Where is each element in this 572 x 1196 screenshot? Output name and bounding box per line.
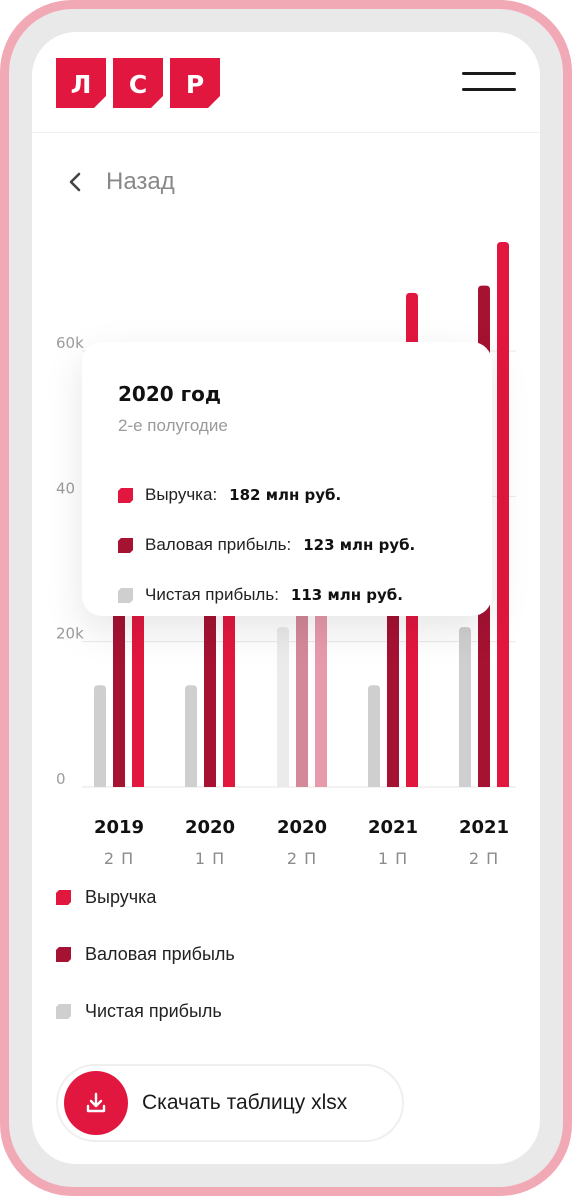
logo-tile: С: [113, 58, 163, 108]
x-category-half: 2 П: [469, 849, 499, 868]
bar-валовая-прибыль: [204, 605, 216, 787]
download-xlsx-button[interactable]: Скачать таблицу xlsx: [56, 1064, 404, 1142]
y-tick-label: 60k: [56, 334, 84, 352]
hamburger-menu-icon[interactable]: [462, 72, 516, 96]
x-category-year: 2020: [277, 817, 327, 838]
net-profit-swatch-icon: [118, 587, 133, 603]
legend-item-gross-profit[interactable]: Валовая прибыль: [56, 942, 235, 966]
tooltip-row: Выручка: 182 млн руб.: [118, 483, 341, 507]
x-category-year: 2020: [185, 817, 235, 838]
x-category-year: 2019: [94, 817, 144, 838]
logo-letter: Л: [70, 70, 92, 99]
net-profit-swatch-icon: [56, 1003, 71, 1019]
gross-profit-swatch-icon: [118, 537, 133, 553]
x-category-half: 2 П: [104, 849, 134, 868]
y-tick-label: 40: [56, 479, 75, 497]
tooltip-series-value: 113 млн руб.: [290, 586, 403, 604]
bar-чистая-прибыль: [277, 627, 289, 787]
bar-валовая-прибыль: [113, 605, 125, 787]
logo-letter: Р: [185, 70, 205, 99]
legend-label: Валовая прибыль: [85, 943, 235, 964]
bar-валовая-прибыль: [296, 590, 308, 787]
bar-выручка: [132, 590, 144, 787]
x-category-half: 1 П: [195, 849, 225, 868]
legend-item-revenue[interactable]: Выручка: [56, 885, 156, 909]
tooltip-series-value: 182 млн руб.: [229, 486, 342, 504]
x-category-year: 2021: [459, 817, 509, 838]
tooltip-series-name: Выручка:: [145, 485, 218, 504]
y-tick-label: 20k: [56, 625, 84, 643]
bar-чистая-прибыль: [94, 685, 106, 787]
tooltip-title: 2020 год: [118, 382, 221, 406]
x-axis-categories: 2019 2 П 2020 1 П 2020 2 П 2021 1 П 2021 2 П: [94, 817, 509, 868]
back-label: Назад: [106, 168, 175, 195]
tooltip-series-name: Валовая прибыль:: [145, 535, 292, 554]
bar-выручка: [497, 242, 509, 787]
revenue-swatch-icon: [56, 889, 71, 905]
tooltip-series-name: Чистая прибыль:: [145, 585, 279, 604]
bar-чистая-прибыль: [368, 685, 380, 787]
tooltip-row: Чистая прибыль: 113 млн руб.: [118, 583, 403, 607]
bar-чистая-прибыль: [459, 627, 471, 787]
chevron-left-icon: [69, 172, 81, 192]
header-divider: [32, 132, 540, 133]
legend-label: Выручка: [85, 886, 157, 907]
tooltip-row: Валовая прибыль: 123 млн руб.: [118, 533, 415, 557]
chart-tooltip: 2020 год 2-е полугодие Выручка: 182 млн …: [82, 342, 492, 616]
bar-выручка: [223, 590, 235, 787]
logo-letter: С: [128, 70, 148, 99]
y-axis-ticks: 0 20k 40 60k: [56, 334, 84, 788]
bar-выручка: [315, 569, 327, 787]
bar-валовая-прибыль: [387, 569, 399, 787]
tooltip-subtitle: 2-е полугодие: [118, 416, 228, 435]
x-category-year: 2021: [368, 817, 418, 838]
gross-profit-swatch-icon: [56, 946, 71, 962]
back-link[interactable]: Назад: [66, 166, 175, 198]
legend-item-net-profit[interactable]: Чистая прибыль: [56, 999, 222, 1023]
logo-tile: Л: [56, 58, 106, 108]
logo-tile: Р: [170, 58, 220, 108]
legend-label: Чистая прибыль: [85, 1000, 222, 1021]
download-icon: [64, 1071, 128, 1135]
x-category-half: 2 П: [287, 849, 317, 868]
screen: Л С Р Назад 0 20k 40 60k 2019 2 П 2020 1 П 2020…: [32, 32, 540, 1164]
y-tick-label: 0: [56, 770, 66, 788]
tooltip-series-value: 123 млн руб.: [303, 536, 416, 554]
bar-чистая-прибыль: [185, 685, 197, 787]
revenue-swatch-icon: [118, 487, 133, 503]
x-category-half: 1 П: [378, 849, 408, 868]
download-label: Скачать таблицу xlsx: [142, 1091, 348, 1114]
brand-logo[interactable]: Л С Р: [56, 58, 222, 108]
